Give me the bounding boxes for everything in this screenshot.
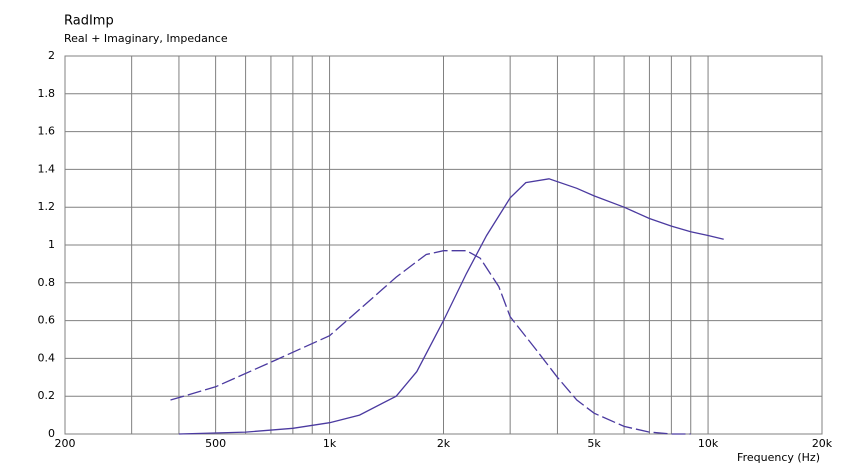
series-line: [170, 250, 691, 435]
y-tick-label: 1: [48, 238, 55, 251]
y-tick-label: 0.4: [38, 351, 56, 364]
x-tick-label: 200: [55, 437, 76, 450]
y-tick-label: 0.8: [38, 276, 56, 289]
y-tick-label: 0.2: [38, 389, 56, 402]
x-tick-label: 10k: [698, 437, 719, 450]
y-tick-label: 2: [48, 49, 55, 62]
y-tick-label: 1.4: [38, 162, 56, 175]
x-tick-label: 20k: [812, 437, 833, 450]
y-tick-label: 1.8: [38, 87, 56, 100]
y-tick-label: 1.6: [38, 125, 56, 138]
x-axis-label: Frequency (Hz): [737, 451, 820, 464]
x-tick-label: 1k: [323, 437, 337, 450]
chart-title: RadImp: [64, 14, 114, 29]
series-line: [178, 178, 724, 435]
x-tick-label: 5k: [587, 437, 601, 450]
x-tick-label: 2k: [437, 437, 451, 450]
x-tick-label: 500: [205, 437, 226, 450]
y-tick-label: 0.6: [38, 314, 56, 327]
y-tick-label: 0: [48, 427, 55, 440]
chart-subtitle: Real + Imaginary, Impedance: [64, 32, 228, 45]
y-tick-label: 1.2: [38, 200, 56, 213]
